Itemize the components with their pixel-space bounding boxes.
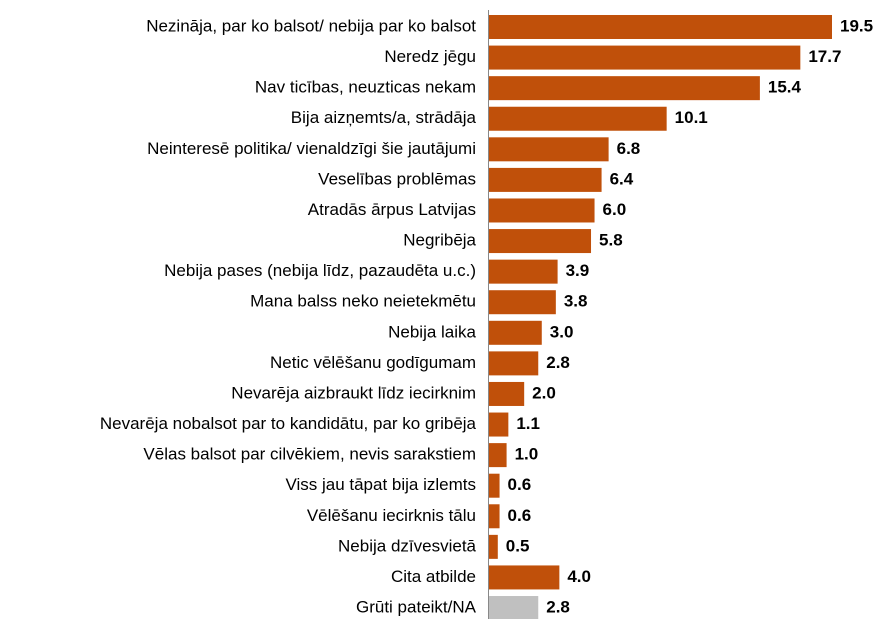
value-label: 6.8	[617, 139, 641, 158]
category-label: Vēlēšanu iecirknis tālu	[307, 506, 476, 525]
category-label: Nav ticības, neuzticas nekam	[255, 78, 476, 97]
category-label: Nezināja, par ko balsot/ nebija par ko b…	[146, 16, 476, 35]
value-label: 3.8	[564, 292, 588, 311]
category-label: Grūti pateikt/NA	[356, 598, 477, 617]
bar	[489, 351, 539, 376]
category-label: Neredz jēgu	[384, 47, 476, 66]
category-label: Bija aizņemts/a, strādāja	[291, 108, 477, 127]
value-label: 0.5	[506, 536, 530, 555]
value-label: 1.1	[516, 414, 540, 433]
category-label: Neinteresē politika/ vienaldzīgi šie jau…	[147, 139, 476, 158]
category-label: Cita atbilde	[391, 567, 476, 586]
bar	[489, 198, 595, 223]
category-label: Veselības problēmas	[318, 169, 476, 188]
value-label: 0.6	[508, 506, 532, 525]
value-label: 6.0	[603, 200, 627, 219]
value-label: 4.0	[567, 567, 591, 586]
bar	[489, 106, 667, 131]
category-label: Nebija laika	[388, 322, 476, 341]
value-label: 2.8	[546, 598, 570, 617]
value-label: 2.0	[532, 383, 556, 402]
category-label: Negribēja	[403, 231, 476, 250]
value-label: 5.8	[599, 231, 623, 250]
bar	[489, 45, 801, 70]
category-label: Nevarēja nobalsot par to kandidātu, par …	[100, 414, 477, 433]
category-label: Vēlas balsot par cilvēkiem, nevis saraks…	[143, 445, 476, 464]
bar	[489, 137, 609, 162]
value-label: 3.9	[566, 261, 590, 280]
category-label: Mana balss neko neietekmētu	[250, 292, 476, 311]
category-label: Nebija pases (nebija līdz, pazaudēta u.c…	[164, 261, 476, 280]
bar	[489, 504, 500, 529]
category-label: Netic vēlēšanu godīgumam	[270, 353, 476, 372]
bar	[489, 534, 498, 559]
value-label: 6.4	[610, 169, 634, 188]
value-label: 0.6	[508, 475, 532, 494]
category-label: Nevarēja aizbraukt līdz iecirknim	[231, 383, 476, 402]
bar	[489, 565, 560, 590]
value-label: 19.5	[840, 16, 873, 35]
category-label: Atradās ārpus Latvijas	[308, 200, 476, 219]
bar	[489, 443, 507, 468]
bar	[489, 596, 539, 619]
bar	[489, 76, 760, 101]
value-label: 3.0	[550, 322, 574, 341]
bar	[489, 229, 592, 254]
bar	[489, 381, 525, 406]
bar	[489, 15, 832, 39]
value-label: 1.0	[515, 445, 539, 464]
bar	[489, 167, 602, 192]
category-label: Viss jau tāpat bija izlemts	[285, 475, 476, 494]
bar	[489, 259, 558, 284]
value-label: 17.7	[808, 47, 841, 66]
value-label: 15.4	[768, 78, 802, 97]
value-label: 10.1	[675, 108, 708, 127]
bar	[489, 290, 556, 315]
category-label: Nebija dzīvesvietā	[338, 536, 477, 555]
bar	[489, 412, 509, 437]
bar	[489, 473, 500, 498]
value-label: 2.8	[546, 353, 570, 372]
bar	[489, 320, 542, 345]
